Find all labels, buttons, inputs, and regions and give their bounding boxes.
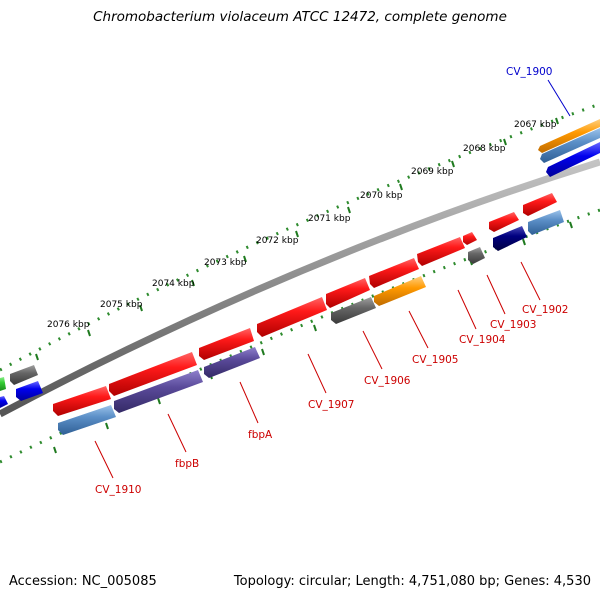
scale-label-2067: 2067 kbp bbox=[514, 120, 557, 130]
gene-label-cv1910[interactable]: CV_1910 bbox=[95, 484, 142, 496]
gene-cv1910-red[interactable] bbox=[53, 386, 111, 416]
genome-title: Chromobacterium violaceum ATCC 12472, co… bbox=[93, 9, 507, 25]
gene-cv1905[interactable] bbox=[374, 276, 426, 306]
gene-label-cv1907[interactable]: CV_1907 bbox=[308, 399, 355, 411]
outer-major-ticks bbox=[35, 117, 559, 361]
gene-labels: CV_1900 CV_1902 CV_1903 CV_1904 CV_1905 … bbox=[95, 66, 569, 496]
gene-cv1902-steel[interactable] bbox=[528, 210, 564, 235]
gene-cv1903[interactable] bbox=[493, 226, 527, 251]
gene-cv1900-steel[interactable] bbox=[540, 128, 600, 163]
scale-label-2076: 2076 kbp bbox=[47, 320, 90, 330]
gene-label-cv1900[interactable]: CV_1900 bbox=[506, 66, 553, 78]
forward-strand-genes bbox=[0, 119, 600, 416]
gene-label-cv1905[interactable]: CV_1905 bbox=[412, 354, 459, 366]
scale-label-2069: 2069 kbp bbox=[411, 167, 454, 177]
label-leader-lines bbox=[94, 79, 571, 479]
gene-cv1900-orange[interactable] bbox=[538, 119, 600, 153]
gene-cv1900-forward[interactable] bbox=[546, 142, 600, 177]
scale-label-2068: 2068 kbp bbox=[463, 144, 506, 154]
gene-left-grey[interactable] bbox=[10, 365, 38, 385]
scale-label-2070: 2070 kbp bbox=[360, 191, 403, 201]
gene-left-blue[interactable] bbox=[16, 381, 43, 401]
gene-label-fbpb[interactable]: fbpB bbox=[175, 458, 199, 470]
gene-label-cv1906[interactable]: CV_1906 bbox=[364, 375, 411, 387]
gene-cv1904[interactable] bbox=[463, 232, 477, 245]
gene-fbpb-red[interactable] bbox=[109, 352, 197, 396]
gene-left-blue-2[interactable] bbox=[0, 396, 8, 408]
gene-label-cv1902[interactable]: CV_1902 bbox=[522, 304, 569, 316]
gene-cv1910[interactable] bbox=[58, 405, 116, 435]
gene-label-cv1903[interactable]: CV_1903 bbox=[490, 319, 537, 331]
genome-backbone bbox=[0, 158, 600, 418]
scale-label-2075: 2075 kbp bbox=[100, 300, 143, 310]
gene-left-green[interactable] bbox=[0, 377, 6, 391]
gene-fbpa[interactable] bbox=[204, 347, 260, 378]
gene-fbpb[interactable] bbox=[114, 370, 203, 413]
reverse-strand-genes bbox=[0, 210, 564, 435]
gene-cv1902[interactable] bbox=[523, 193, 557, 216]
gene-cv1906[interactable] bbox=[331, 297, 376, 324]
scale-label-2074: 2074 kbp bbox=[152, 279, 195, 289]
gene-cv1905-red[interactable] bbox=[417, 237, 465, 266]
gene-cv1904-grey[interactable] bbox=[468, 247, 485, 264]
genome-summary-text: Topology: circular; Length: 4,751,080 bp… bbox=[233, 574, 591, 589]
accession-text: Accession: NC_005085 bbox=[9, 574, 157, 589]
scale-label-2072: 2072 kbp bbox=[256, 236, 299, 246]
scale-label-2073: 2073 kbp bbox=[204, 258, 247, 268]
scale-labels: 2067 kbp 2068 kbp 2069 kbp 2070 kbp 2071… bbox=[47, 120, 557, 330]
gene-fbpa-red[interactable] bbox=[199, 328, 254, 360]
gene-cv1903-upper[interactable] bbox=[489, 212, 519, 232]
gene-label-cv1904[interactable]: CV_1904 bbox=[459, 334, 506, 346]
gene-cv1907-b[interactable] bbox=[257, 297, 327, 337]
gene-cv1906-red[interactable] bbox=[369, 258, 419, 288]
gene-label-fbpa[interactable]: fbpA bbox=[248, 429, 273, 441]
gene-cv1907-a[interactable] bbox=[326, 278, 370, 308]
scale-label-2071: 2071 kbp bbox=[308, 214, 351, 224]
